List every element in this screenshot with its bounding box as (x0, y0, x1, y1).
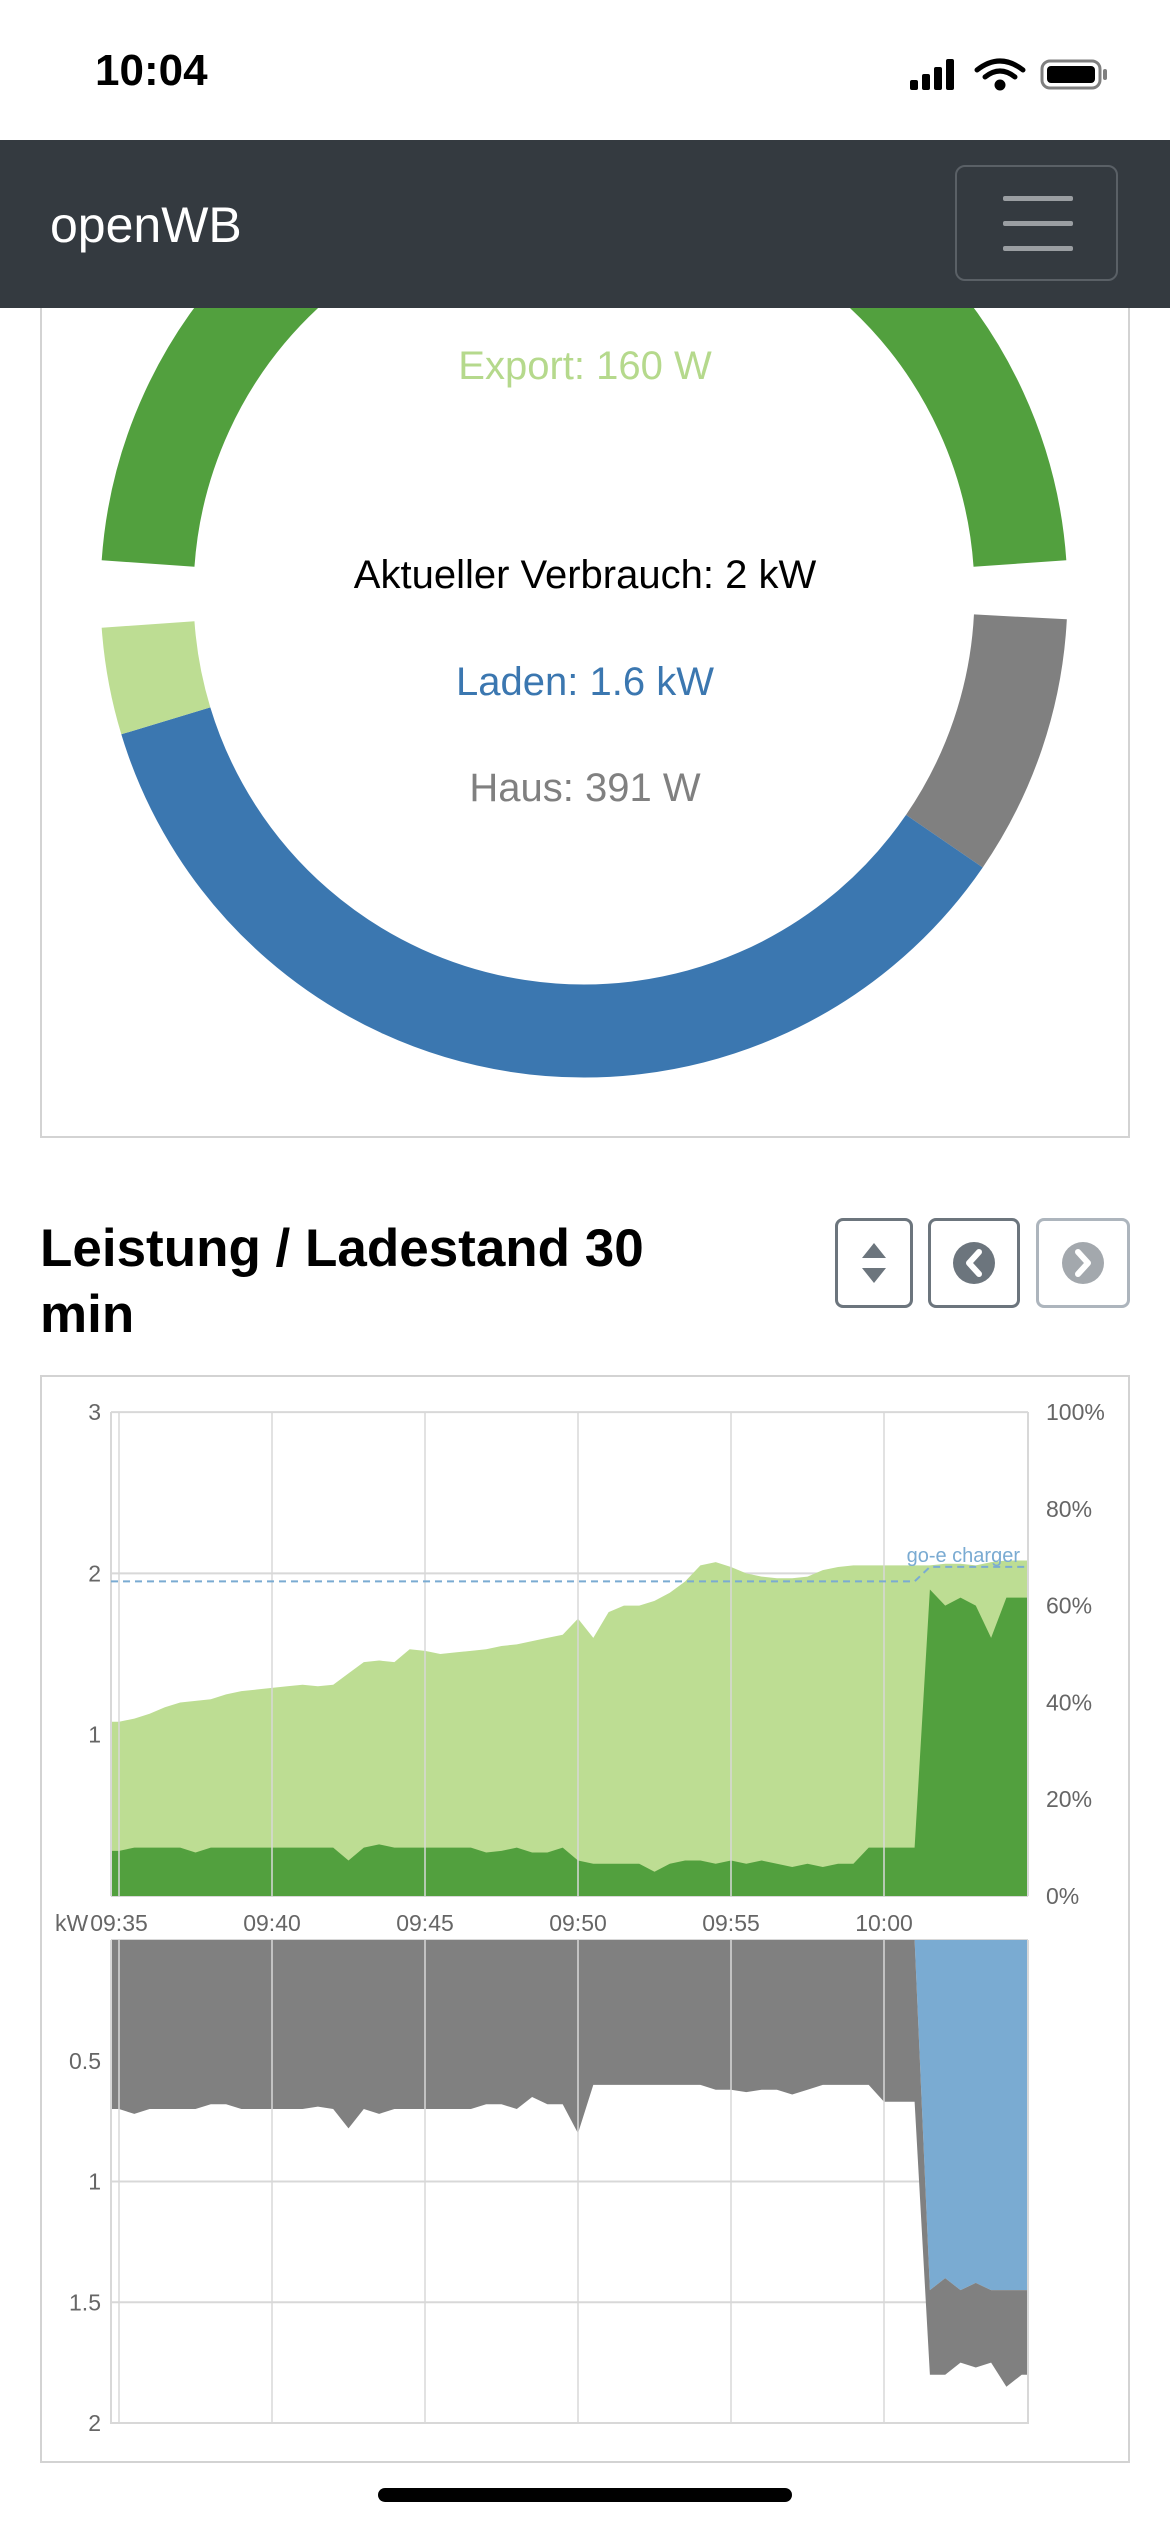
toggle-chart-button[interactable] (835, 1218, 913, 1308)
house-label: Haus: 391 W (469, 766, 701, 810)
consumption-label: Aktueller Verbrauch: 2 kW (353, 553, 817, 597)
status-bar: 10:04 (0, 0, 1170, 140)
soc-line (111, 1565, 1028, 1583)
y-tick-label: 1 (88, 1722, 101, 1748)
y2-tick-label: 80% (1046, 1496, 1092, 1522)
y-tick-label: 1 (88, 2169, 101, 2195)
x-tick-label: 09:35 (90, 1910, 148, 1936)
charging-label: Laden: 1.6 kW (456, 660, 714, 704)
x-tick-label: 09:45 (396, 1910, 454, 1936)
house-area (111, 1940, 1028, 2387)
y2-tick-label: 100% (1046, 1399, 1105, 1425)
next-button[interactable] (1036, 1218, 1130, 1308)
x-tick-label: 09:55 (702, 1910, 760, 1936)
donut-segment-export (101, 620, 211, 735)
pv-area (111, 1560, 1028, 1896)
y-tick-label: 0.5 (69, 2048, 101, 2074)
x-tick-label: 09:40 (243, 1910, 301, 1936)
navbar: openWB (0, 140, 1170, 308)
y2-tick-label: 20% (1046, 1786, 1092, 1812)
chart-title: Leistung / Ladestand 30 min (40, 1219, 644, 1344)
y-tick-label: 1.5 (69, 2289, 101, 2315)
signal-icon (910, 59, 954, 90)
chart-card (40, 1375, 1130, 2463)
soc-line-label: go-e charger (907, 1545, 1021, 1567)
pv-used-area (111, 1589, 1028, 1896)
status-icons (910, 58, 1107, 91)
hamburger-icon (1003, 196, 1073, 201)
hamburger-icon (1003, 246, 1073, 251)
chevron-right-circle-icon (1062, 1242, 1104, 1284)
previous-button[interactable] (928, 1218, 1020, 1308)
chevron-left-circle-icon (953, 1242, 995, 1284)
donut-segment-laden (121, 707, 983, 1078)
y2-tick-label: 0% (1046, 1883, 1079, 1909)
wifi-icon (974, 58, 1026, 91)
x-tick-label: 10:00 (855, 1910, 913, 1936)
battery-icon (1040, 59, 1107, 90)
x-tick-label: 09:50 (549, 1910, 607, 1936)
status-time: 10:04 (95, 46, 208, 95)
y-axis-unit: kW (55, 1910, 89, 1936)
hamburger-icon (1003, 221, 1073, 226)
y-tick-label: 2 (88, 2410, 101, 2436)
home-indicator[interactable] (378, 2488, 792, 2502)
y2-tick-label: 40% (1046, 1689, 1092, 1715)
export-label: Export: 160 W (458, 344, 712, 388)
y-tick-label: 2 (88, 1560, 101, 1586)
charge-area (111, 1940, 1028, 2291)
y-tick-label: 3 (88, 1399, 101, 1425)
donut-segment-haus (905, 613, 1067, 868)
sort-icon (862, 1243, 886, 1283)
menu-toggle-button[interactable] (955, 165, 1118, 281)
brand-logo[interactable]: openWB (50, 197, 242, 253)
y2-tick-label: 60% (1046, 1593, 1092, 1619)
